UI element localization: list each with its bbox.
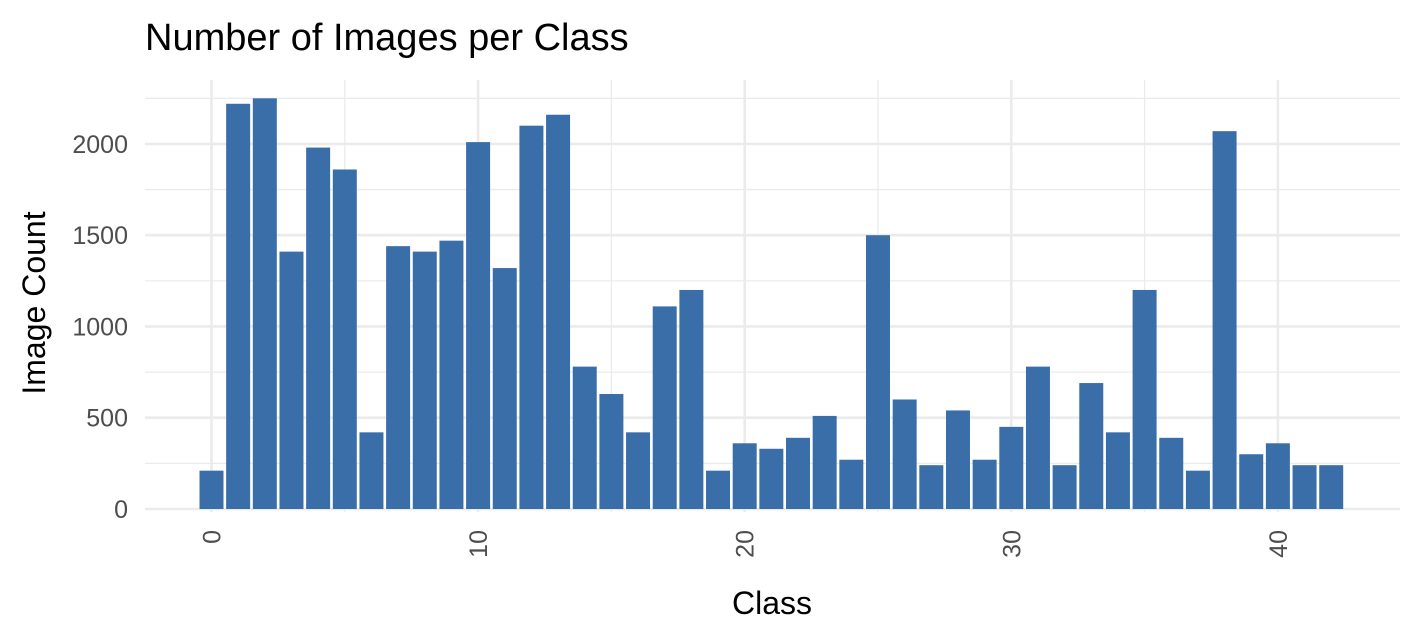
bar-class-29	[972, 459, 997, 509]
bar-class-31	[1025, 366, 1050, 509]
bar-class-19	[706, 470, 731, 509]
bar-class-13	[546, 114, 571, 510]
y-tick-label: 500	[86, 405, 128, 433]
y-tick-label: 1500	[72, 222, 128, 250]
x-tick-label: 40	[1265, 530, 1293, 558]
bar-class-22	[786, 437, 811, 509]
bar-class-30	[999, 426, 1024, 509]
bar-class-5	[332, 169, 357, 510]
bar-class-23	[812, 415, 837, 509]
bar-class-10	[466, 142, 491, 510]
bar-class-2	[252, 98, 277, 509]
bar-class-39	[1239, 454, 1264, 509]
y-axis: 0 500 1000 1500 2000	[72, 131, 128, 524]
bar-class-35	[1132, 289, 1157, 509]
bar-class-9	[439, 240, 464, 509]
bar-class-1	[226, 103, 251, 509]
bar-class-37	[1185, 470, 1210, 509]
bar-class-27	[919, 465, 944, 509]
bar-class-11	[492, 268, 517, 509]
x-tick-label: 0	[199, 530, 227, 544]
bar-class-21	[759, 448, 784, 509]
bar-class-7	[386, 246, 411, 509]
bar-class-4	[306, 147, 331, 509]
bar-class-17	[652, 306, 677, 509]
bar-class-18	[679, 289, 704, 509]
bar-class-25	[866, 235, 890, 509]
x-axis-title: Class	[732, 585, 812, 621]
bar-class-40	[1265, 443, 1290, 509]
bar-class-15	[599, 394, 624, 509]
x-tick-label: 20	[732, 530, 760, 558]
y-tick-label: 0	[114, 496, 128, 524]
bar-class-6	[359, 432, 384, 509]
bar-class-24	[839, 459, 864, 509]
bar-class-42	[1319, 465, 1344, 509]
bar-class-3	[279, 251, 304, 509]
x-tick-label: 10	[465, 530, 493, 558]
bar-class-20	[732, 443, 757, 509]
bars	[199, 98, 1344, 510]
bar-class-8	[412, 251, 437, 509]
x-axis: 0 10 20 30 40	[199, 530, 1293, 558]
bar-class-36	[1159, 437, 1184, 509]
bar-class-14	[572, 366, 597, 509]
bar-class-38	[1212, 131, 1237, 509]
bar-class-33	[1079, 383, 1104, 509]
chart-title: Number of Images per Class	[145, 17, 629, 59]
y-axis-title: Image Count	[16, 211, 52, 394]
bar-class-32	[1052, 465, 1077, 509]
bar-class-41	[1292, 465, 1317, 509]
bar-class-26	[892, 399, 917, 509]
x-tick-label: 30	[998, 530, 1026, 558]
bar-class-0	[199, 470, 224, 509]
bar-class-16	[626, 432, 651, 509]
y-tick-label: 1000	[72, 313, 128, 341]
bar-class-34	[1105, 432, 1130, 509]
bar-class-12	[519, 125, 544, 509]
y-tick-label: 2000	[72, 131, 128, 159]
bar-class-28	[945, 410, 970, 509]
